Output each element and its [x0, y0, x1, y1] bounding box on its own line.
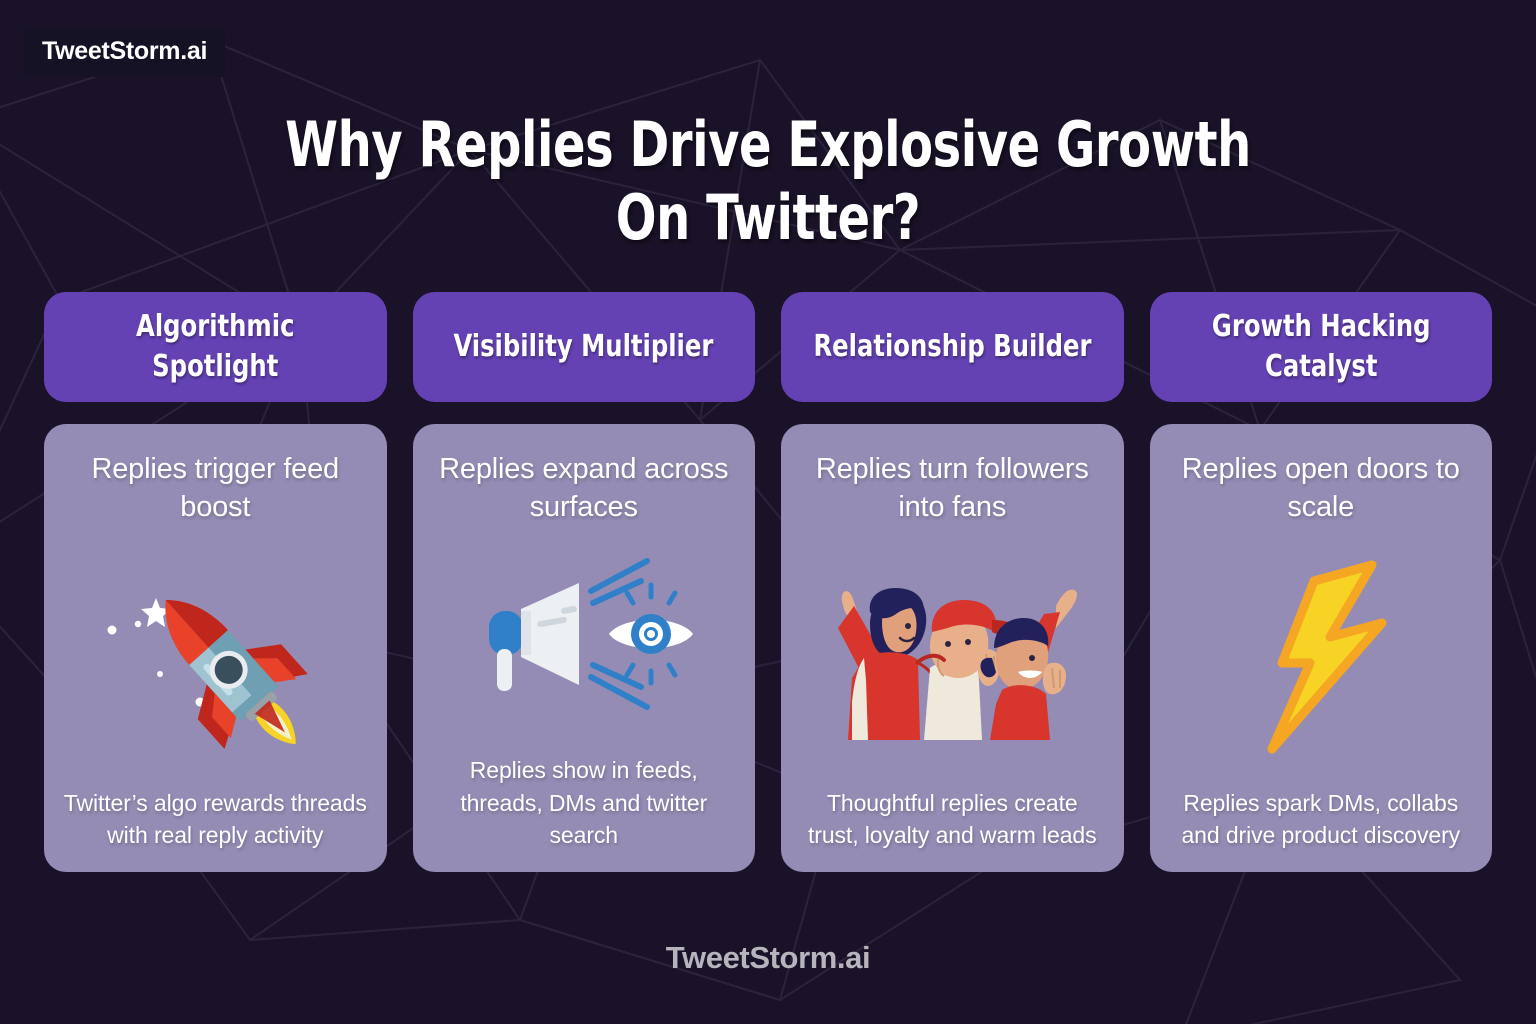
- card-lead-4: Replies open doors to scale: [1181, 453, 1460, 524]
- card-art-2: [431, 527, 738, 755]
- card-art-1: [62, 527, 369, 787]
- title-line-1: Why Replies Drive Explosive Growth: [285, 108, 1251, 181]
- title-line-2: On Twitter?: [615, 181, 921, 255]
- card-visibility-multiplier: Visibility Multiplier Replies expand acr…: [412, 292, 755, 872]
- card-header-4: Growth Hacking Catalyst: [1149, 292, 1492, 402]
- card-header-title-4: Growth Hacking Catalyst: [1211, 309, 1431, 384]
- card-relationship-builder: Relationship Builder Replies turn follow…: [781, 292, 1124, 872]
- card-lead-3: Replies turn followers into fans: [815, 453, 1089, 524]
- card-grid: Algorithmic Spotlight Replies trigger fe…: [44, 292, 1492, 872]
- card-footer-4: Replies spark DMs, collabs and drive pro…: [1181, 789, 1461, 849]
- card-art-3: [799, 527, 1106, 787]
- card-growth-hacking-catalyst: Growth Hacking Catalyst Replies open doo…: [1149, 292, 1492, 872]
- card-body-4: Replies open doors to scale Replies spar…: [1149, 424, 1492, 872]
- card-lead-1: Replies trigger feed boost: [91, 453, 340, 524]
- megaphone-eye-icon: [488, 558, 693, 711]
- card-header-3: Relationship Builder: [781, 292, 1124, 402]
- card-header-2: Visibility Multiplier: [412, 292, 755, 402]
- card-algorithmic-spotlight: Algorithmic Spotlight Replies trigger fe…: [44, 292, 387, 872]
- card-header-1: Algorithmic Spotlight: [44, 292, 387, 402]
- card-body-2: Replies expand across surfaces: [412, 424, 755, 872]
- footer-brand-text: TweetStorm.ai: [665, 940, 871, 975]
- rocket-icon: [107, 597, 309, 749]
- card-body-3: Replies turn followers into fans: [781, 424, 1124, 872]
- card-header-title-2: Visibility Multiplier: [453, 329, 714, 365]
- card-art-4: [1168, 527, 1475, 787]
- logo-text: TweetStorm.ai: [42, 37, 208, 65]
- card-lead-2: Replies expand across surfaces: [439, 453, 729, 524]
- card-header-title-1: Algorithmic Spotlight: [136, 309, 295, 384]
- page-title: Why Replies Drive Explosive Growth On Tw…: [0, 108, 1536, 254]
- card-footer-3: Thoughtful replies create trust, loyalty…: [807, 789, 1097, 849]
- card-body-1: Replies trigger feed boost: [44, 424, 387, 872]
- logo-badge: TweetStorm.ai: [24, 28, 226, 77]
- footer-brand: TweetStorm.ai: [0, 940, 1536, 976]
- lightning-bolt-icon: [1267, 560, 1387, 754]
- card-footer-2: Replies show in feeds, threads, DMs and …: [460, 757, 708, 849]
- card-header-title-3: Relationship Builder: [813, 329, 1092, 365]
- card-footer-1: Twitter’s algo rewards threads with real…: [63, 789, 367, 849]
- cheering-fans-icon: [838, 587, 1078, 740]
